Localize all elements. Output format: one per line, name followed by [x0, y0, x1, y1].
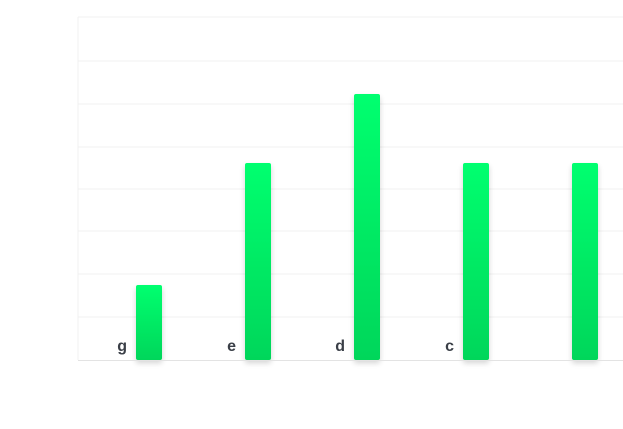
bar-unlabeled-4 — [572, 163, 598, 360]
bar-d — [354, 94, 380, 360]
category-label-e: e — [227, 338, 236, 355]
bar-g — [136, 285, 162, 360]
bars — [136, 94, 598, 360]
category-label-g: g — [117, 338, 127, 355]
category-label-d: d — [335, 338, 345, 355]
grid-lines — [77, 16, 623, 360]
bar-c — [463, 163, 489, 360]
category-label-c: c — [445, 338, 454, 355]
bar-e — [245, 163, 271, 360]
